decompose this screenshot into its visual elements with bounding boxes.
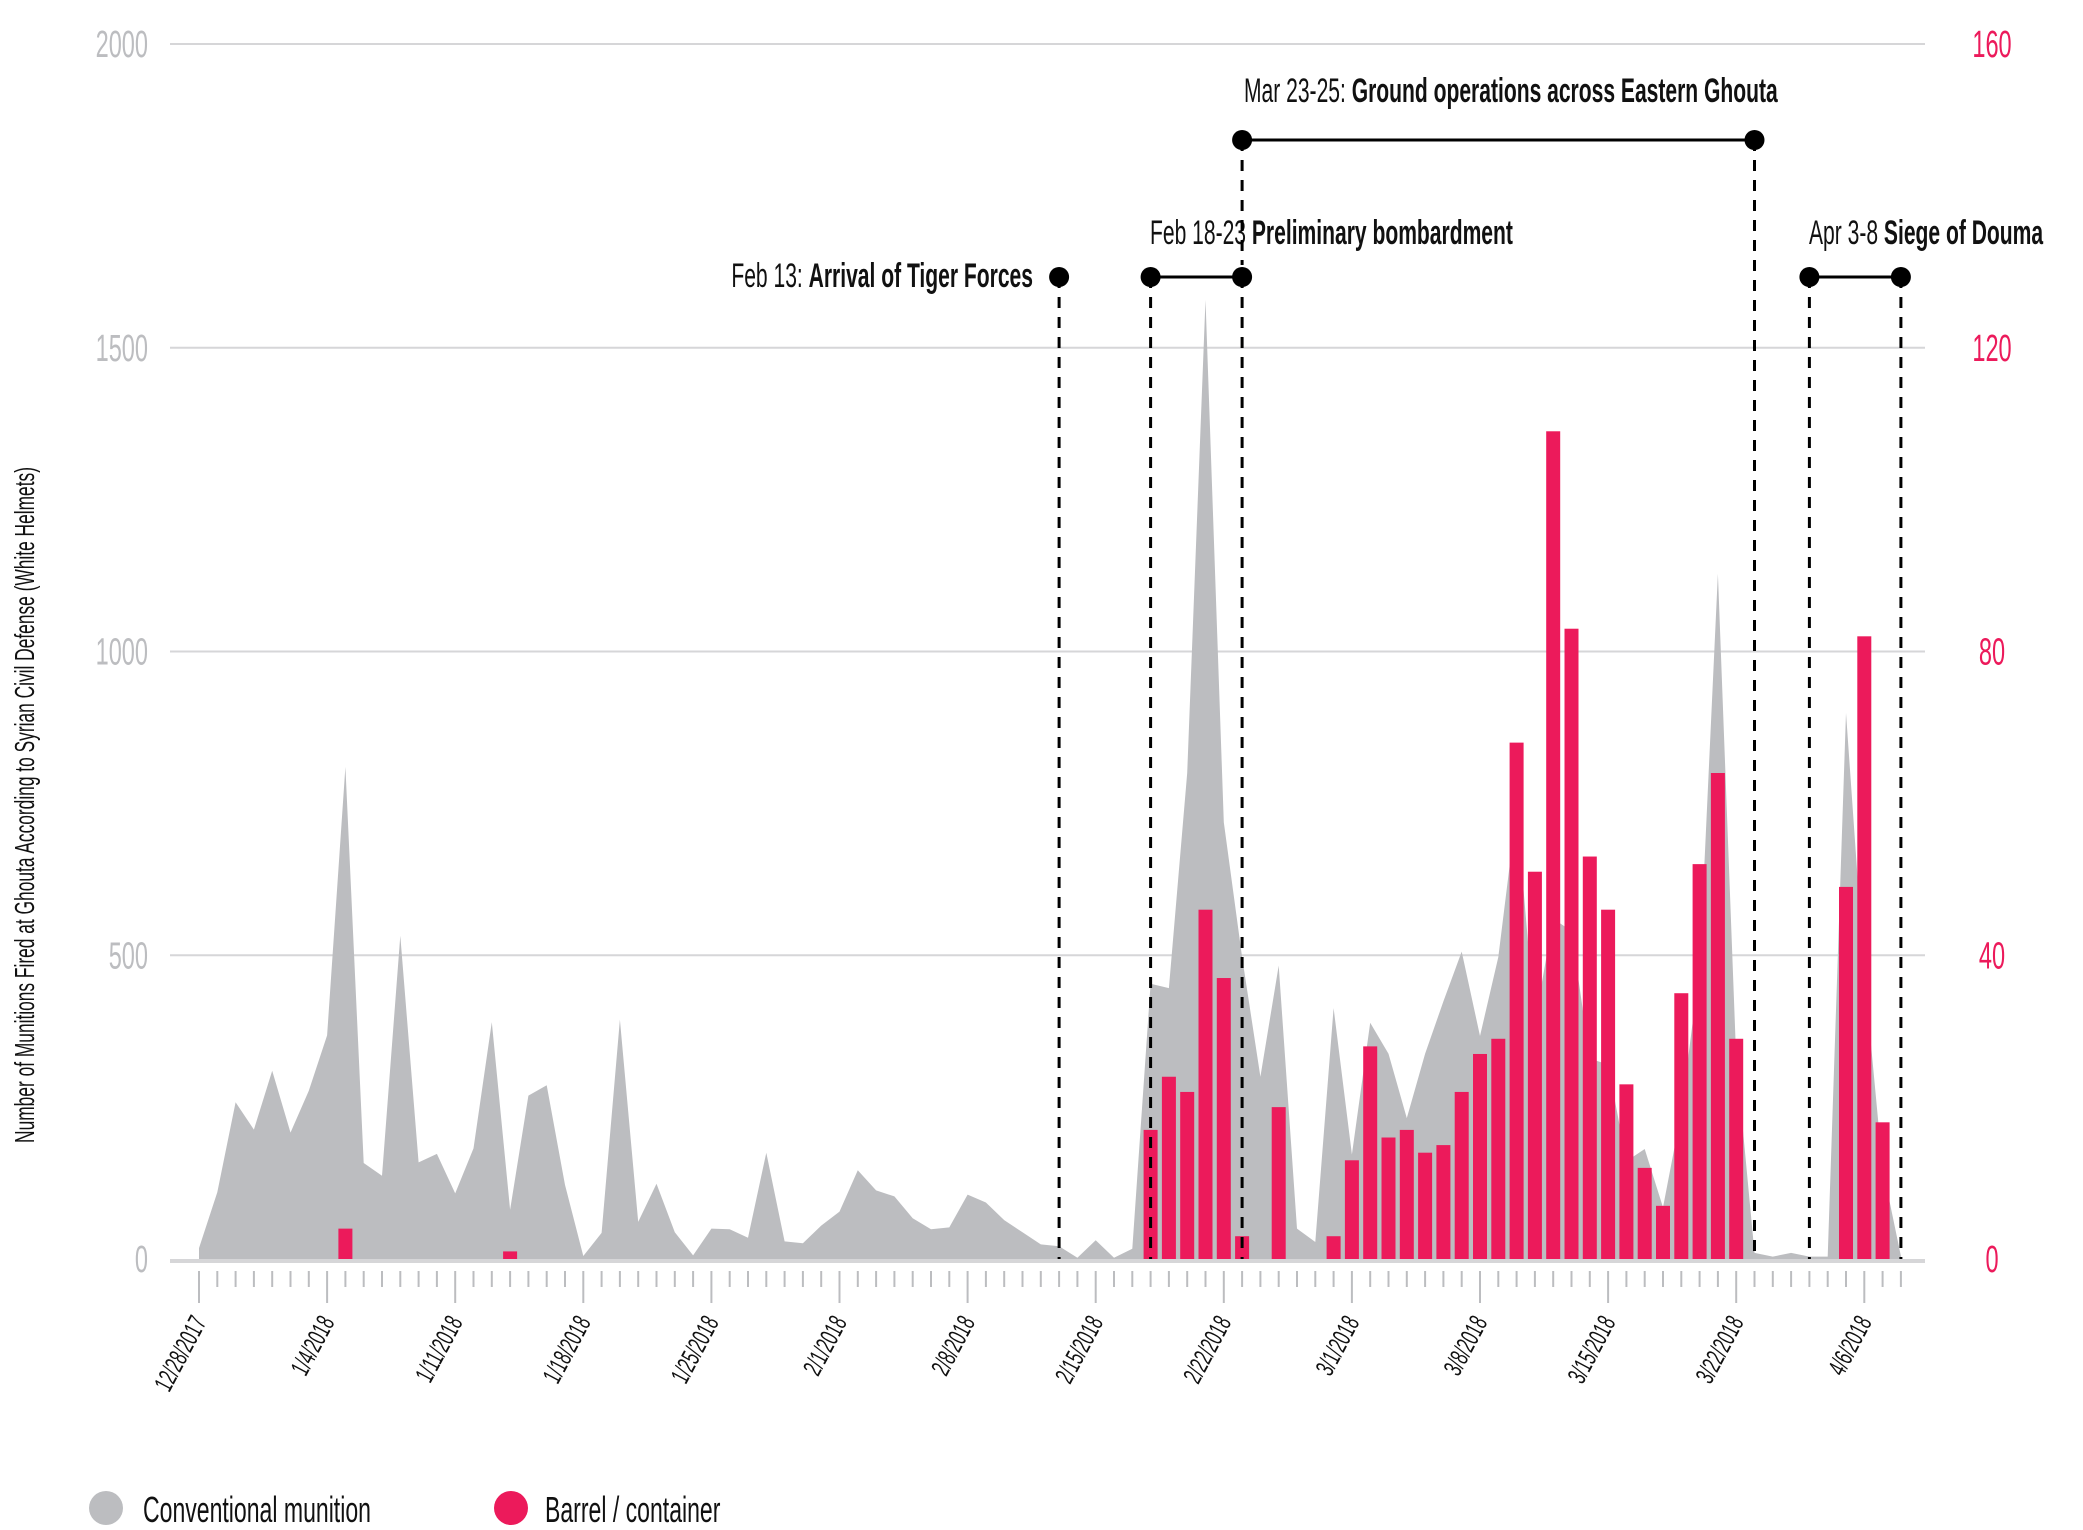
conventional-area-layer xyxy=(199,299,1901,1259)
legend: Conventional munition Barrel / container xyxy=(89,1491,720,1530)
x-tick-label: 2/1/2018 xyxy=(797,1311,853,1381)
barrel-bar xyxy=(1161,1076,1176,1259)
conventional-munition-area xyxy=(199,299,1901,1259)
x-tick-label: 2/22/2018 xyxy=(1177,1311,1237,1388)
barrel-bar xyxy=(1418,1152,1433,1259)
barrel-bar xyxy=(1875,1122,1890,1259)
barrel-bar xyxy=(1564,628,1579,1259)
y-right-tick-label: 120 xyxy=(1972,326,2011,369)
event-label: Feb 13: Arrival of Tiger Forces xyxy=(731,256,1033,294)
x-tick-label: 3/15/2018 xyxy=(1561,1311,1621,1388)
barrel-bar xyxy=(1399,1129,1414,1259)
barrel-bar xyxy=(1839,886,1853,1259)
x-tick-label: 12/28/2017 xyxy=(148,1311,212,1396)
barrel-bar xyxy=(1710,773,1725,1259)
event-date-text: Apr 3-8 xyxy=(1809,213,1884,251)
right-y-axis: 0 40 80 120 160 xyxy=(1972,22,2011,1280)
x-tick-label: 1/4/2018 xyxy=(284,1311,340,1381)
y-left-tick-label: 500 xyxy=(109,933,148,976)
event-label: Feb 18-23 Preliminary bombardment xyxy=(1150,213,1513,251)
barrel-bar xyxy=(1436,1145,1451,1259)
event-label: Apr 3-8 Siege of Douma xyxy=(1809,213,2043,251)
y-right-tick-label: 80 xyxy=(1979,630,2005,673)
x-tick-label: 1/25/2018 xyxy=(665,1311,725,1388)
event-description: Arrival of Tiger Forces xyxy=(809,256,1033,294)
barrel-bar xyxy=(1656,1205,1670,1259)
barrel-bar xyxy=(1527,871,1542,1259)
barrel-bar xyxy=(1454,1091,1469,1259)
barrel-bar xyxy=(1381,1137,1396,1259)
y-left-tick-label: 0 xyxy=(135,1237,148,1280)
barrel-bar xyxy=(1546,431,1561,1259)
x-tick-label: 2/8/2018 xyxy=(925,1311,981,1381)
x-tick-label: 3/8/2018 xyxy=(1437,1311,1493,1381)
barrel-bar xyxy=(1216,978,1231,1259)
y-right-tick-label: 40 xyxy=(1979,933,2005,976)
barrel-bar xyxy=(1619,1084,1634,1259)
event-date-text: Feb 13: xyxy=(731,256,808,294)
barrel-bar xyxy=(1674,993,1689,1259)
legend-item-conventional: Conventional munition xyxy=(89,1491,371,1530)
event-date-text: Feb 18-23 xyxy=(1150,213,1252,251)
event-description: Preliminary bombardment xyxy=(1252,213,1513,251)
left-y-axis: 0 500 1000 1500 2000 xyxy=(96,22,148,1280)
legend-label-conventional: Conventional munition xyxy=(143,1491,371,1530)
barrel-bar xyxy=(1692,864,1707,1259)
y-right-tick-label: 0 xyxy=(1985,1237,1998,1280)
x-tick-label: 3/22/2018 xyxy=(1689,1311,1749,1388)
barrel-bar xyxy=(1637,1167,1652,1259)
event-annotations: Feb 13: Arrival of Tiger Forces Feb 18-23… xyxy=(731,71,2043,1259)
event-mar23: Mar 23-25: Ground operations across East… xyxy=(1232,71,1778,1259)
y-left-tick-label: 1000 xyxy=(96,630,148,673)
legend-item-barrel: Barrel / container xyxy=(494,1491,720,1530)
x-tick-label: 1/18/2018 xyxy=(536,1311,596,1388)
y-axis-label: Number of Munitions Fired at Ghouta Acco… xyxy=(9,467,40,1143)
barrel-bar xyxy=(1857,636,1872,1259)
barrel-bar xyxy=(1271,1107,1286,1259)
barrel-bar xyxy=(1601,909,1616,1259)
event-date-text: Mar 23-25: xyxy=(1244,71,1352,109)
barrel-bar xyxy=(338,1228,353,1259)
y-right-tick-label: 160 xyxy=(1972,22,2011,65)
y-left-tick-label: 2000 xyxy=(96,22,148,65)
event-description: Siege of Douma xyxy=(1884,213,2043,251)
x-tick-label: 2/15/2018 xyxy=(1049,1311,1109,1388)
x-tick-label: 3/1/2018 xyxy=(1309,1311,1365,1381)
barrel-bar xyxy=(1582,856,1597,1259)
x-tick-label: 4/6/2018 xyxy=(1822,1311,1878,1381)
legend-swatch-barrel xyxy=(494,1491,528,1525)
legend-swatch-conventional xyxy=(89,1491,123,1525)
event-label: Mar 23-25: Ground operations across East… xyxy=(1244,71,1778,109)
barrel-bar xyxy=(1729,1038,1744,1259)
y-left-tick-label: 1500 xyxy=(96,326,148,369)
gridlines xyxy=(170,43,1925,1263)
barrel-bar xyxy=(1491,1038,1506,1259)
barrel-bars-layer xyxy=(338,431,1890,1259)
event-apr3: Apr 3-8 Siege of Douma xyxy=(1799,213,2043,287)
barrel-bar xyxy=(1326,1236,1341,1259)
x-tick-label: 1/11/2018 xyxy=(409,1311,469,1387)
barrel-bar xyxy=(1363,1046,1378,1259)
barrel-bar xyxy=(1473,1053,1487,1259)
barrel-bar xyxy=(1143,1129,1158,1259)
barrel-bar xyxy=(1198,909,1213,1259)
barrel-bar xyxy=(1509,742,1524,1259)
barrel-bar xyxy=(1344,1160,1359,1259)
x-axis: 12/28/2017 1/4/2018 1/11/2018 1/18/2018 1/25… xyxy=(148,1271,1902,1396)
event-feb13: Feb 13: Arrival of Tiger Forces xyxy=(731,256,1070,294)
barrel-bar xyxy=(1180,1091,1195,1259)
event-description: Ground operations across Eastern Ghouta xyxy=(1352,71,1778,109)
legend-label-barrel: Barrel / container xyxy=(545,1491,720,1530)
barrel-bar xyxy=(503,1251,518,1259)
event-feb18: Feb 18-23 Preliminary bombardment xyxy=(1140,213,1513,287)
